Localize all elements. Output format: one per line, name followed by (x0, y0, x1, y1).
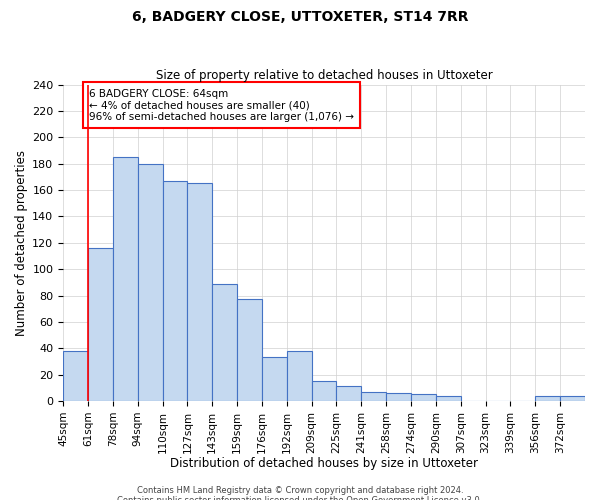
Bar (212, 284, 237, 401)
X-axis label: Distribution of detached houses by size in Uttoxeter: Distribution of detached houses by size … (170, 457, 478, 470)
Bar (237, 300, 262, 401)
Bar (63, 351, 88, 401)
Bar (535, 396, 560, 401)
Y-axis label: Number of detached properties: Number of detached properties (15, 150, 28, 336)
Bar (386, 393, 411, 401)
Bar (436, 396, 461, 401)
Text: 6, BADGERY CLOSE, UTTOXETER, ST14 7RR: 6, BADGERY CLOSE, UTTOXETER, ST14 7RR (132, 10, 468, 24)
Bar (361, 392, 386, 401)
Bar (187, 184, 212, 401)
Bar (163, 181, 187, 401)
Bar (560, 396, 585, 401)
Bar (337, 386, 361, 401)
Bar (88, 248, 113, 401)
Text: 6 BADGERY CLOSE: 64sqm
← 4% of detached houses are smaller (40)
96% of semi-deta: 6 BADGERY CLOSE: 64sqm ← 4% of detached … (89, 88, 354, 122)
Text: Contains public sector information licensed under the Open Government Licence v3: Contains public sector information licen… (118, 496, 482, 500)
Title: Size of property relative to detached houses in Uttoxeter: Size of property relative to detached ho… (155, 69, 493, 82)
Bar (411, 394, 436, 401)
Bar (262, 358, 287, 401)
Bar (311, 381, 337, 401)
Text: Contains HM Land Registry data © Crown copyright and database right 2024.: Contains HM Land Registry data © Crown c… (137, 486, 463, 495)
Bar (287, 351, 311, 401)
Bar (137, 164, 163, 401)
Bar (113, 157, 137, 401)
